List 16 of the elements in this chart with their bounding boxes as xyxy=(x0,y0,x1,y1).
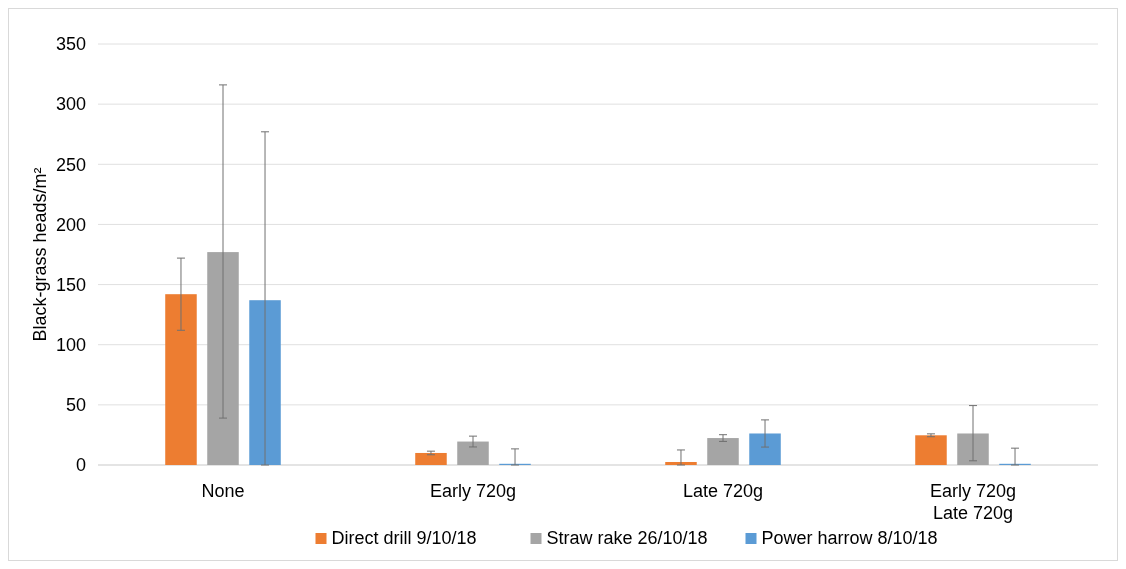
y-tick-label: 250 xyxy=(55,154,86,175)
legend-label: Straw rake 26/10/18 xyxy=(546,528,708,548)
y-tick-label: 200 xyxy=(55,214,86,235)
y-tick-label: 100 xyxy=(55,335,86,356)
y-tick-label: 0 xyxy=(75,455,86,476)
x-tick-label: None xyxy=(201,481,245,501)
legend-label: Direct drill 9/10/18 xyxy=(331,528,477,548)
y-tick-label: 50 xyxy=(65,395,86,416)
y-tick-label: 350 xyxy=(55,34,86,55)
x-tick-label: Early 720g Late 720g xyxy=(929,481,1017,523)
x-tick-label: Late 720g xyxy=(682,481,764,501)
y-tick-label: 150 xyxy=(55,274,86,295)
y-axis-title: Black-grass heads/m² xyxy=(30,167,50,342)
y-tick-label: 300 xyxy=(55,94,86,115)
x-tick-label: Early 720g xyxy=(429,481,517,501)
legend-label: Power harrow 8/10/18 xyxy=(761,528,938,548)
